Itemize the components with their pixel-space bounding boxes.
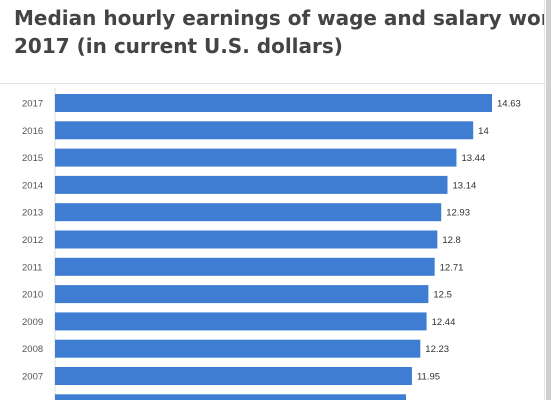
bar-2016[interactable] bbox=[55, 121, 474, 140]
bar-2011[interactable] bbox=[55, 257, 435, 276]
value-label-2014: 13.14 bbox=[452, 180, 476, 191]
value-label-2007: 11.95 bbox=[417, 372, 440, 383]
value-label-2011: 12.71 bbox=[440, 262, 464, 273]
page-edge-divider bbox=[544, 0, 545, 400]
tick-label-2010: 2010 bbox=[22, 290, 43, 301]
value-label-2008: 12.23 bbox=[425, 344, 449, 355]
bar-2009[interactable] bbox=[55, 312, 427, 331]
tick-label-2012: 2012 bbox=[22, 235, 43, 246]
tick-label-2016: 2016 bbox=[22, 126, 43, 137]
tick-label-2014: 2014 bbox=[22, 180, 43, 191]
bar-2013[interactable] bbox=[55, 203, 442, 222]
tick-label-2011: 2011 bbox=[22, 262, 42, 273]
bar-2017[interactable] bbox=[55, 94, 492, 112]
value-label-2010: 12.5 bbox=[433, 290, 452, 301]
tick-label-2017: 2017 bbox=[22, 99, 43, 110]
bar-2008[interactable] bbox=[55, 339, 421, 358]
chart-title-line-1: Median hourly earnings of wage and salar… bbox=[14, 6, 544, 30]
bar-2015[interactable] bbox=[55, 148, 457, 167]
tick-label-2009: 2009 bbox=[22, 317, 43, 328]
tick-label-2008: 2008 bbox=[22, 344, 43, 355]
chart-title-line-2: 2017 (in current U.S. dollars) bbox=[14, 34, 343, 58]
tick-label-2013: 2013 bbox=[22, 208, 43, 219]
value-label-2015: 13.44 bbox=[461, 153, 485, 164]
bar-2010[interactable] bbox=[55, 285, 429, 304]
value-label-2013: 12.93 bbox=[446, 208, 470, 219]
value-label-2009: 12.44 bbox=[432, 317, 456, 328]
value-label-2017: 14.63 bbox=[497, 99, 521, 110]
chart-title: Median hourly earnings of wage and salar… bbox=[14, 4, 544, 60]
bar-2006[interactable] bbox=[55, 394, 406, 400]
tick-label-2007: 2007 bbox=[22, 372, 43, 383]
tick-label-2006: 2006 bbox=[22, 399, 43, 400]
value-label-2012: 12.8 bbox=[442, 235, 461, 246]
tick-label-2015: 2015 bbox=[22, 153, 43, 164]
chart-area bbox=[0, 83, 551, 400]
value-label-2016: 14 bbox=[478, 126, 489, 137]
bar-2012[interactable] bbox=[55, 230, 438, 249]
bar-2014[interactable] bbox=[55, 175, 448, 194]
scrollbar[interactable] bbox=[546, 0, 551, 400]
bar-2007[interactable] bbox=[55, 367, 412, 385]
